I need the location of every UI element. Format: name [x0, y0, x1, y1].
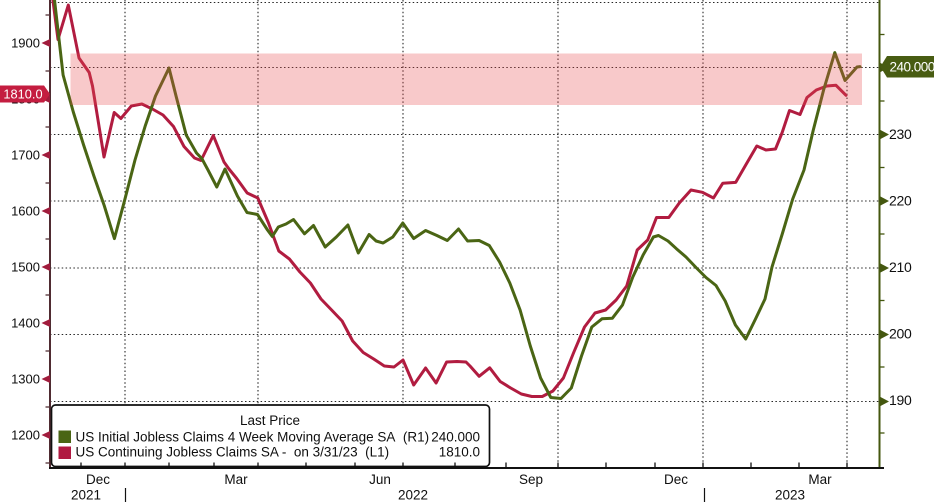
svg-text:Mar: Mar: [808, 472, 832, 487]
svg-text:US Initial Jobless Claims 4 We: US Initial Jobless Claims 4 Week Moving …: [76, 430, 430, 445]
svg-text:1600: 1600: [11, 204, 40, 219]
svg-text:1200: 1200: [11, 428, 40, 443]
svg-text:US Continuing Jobless Claims S: US Continuing Jobless Claims SA - on 3/3…: [76, 445, 390, 460]
svg-text:Dec: Dec: [664, 472, 688, 487]
svg-text:240.000: 240.000: [890, 60, 934, 75]
svg-text:1500: 1500: [11, 260, 40, 275]
svg-text:Mar: Mar: [224, 472, 248, 487]
svg-text:190: 190: [889, 392, 912, 408]
svg-text:240.000: 240.000: [431, 430, 480, 445]
svg-text:Last Price: Last Price: [240, 413, 300, 428]
svg-text:1810.0: 1810.0: [439, 445, 480, 460]
svg-text:220: 220: [889, 193, 912, 209]
svg-text:1400: 1400: [11, 316, 40, 331]
svg-text:Dec: Dec: [86, 472, 110, 487]
svg-text:200: 200: [889, 326, 912, 342]
svg-text:230: 230: [889, 126, 912, 142]
svg-text:2023: 2023: [775, 488, 805, 502]
svg-text:1700: 1700: [11, 148, 40, 163]
svg-text:1810.0: 1810.0: [3, 87, 42, 102]
svg-text:2022: 2022: [398, 488, 428, 502]
svg-text:1300: 1300: [11, 372, 40, 387]
svg-text:210: 210: [889, 259, 912, 275]
svg-text:1900: 1900: [11, 36, 40, 51]
svg-text:2021: 2021: [71, 488, 101, 502]
svg-text:Sep: Sep: [519, 472, 543, 487]
svg-text:Jun: Jun: [369, 472, 391, 487]
